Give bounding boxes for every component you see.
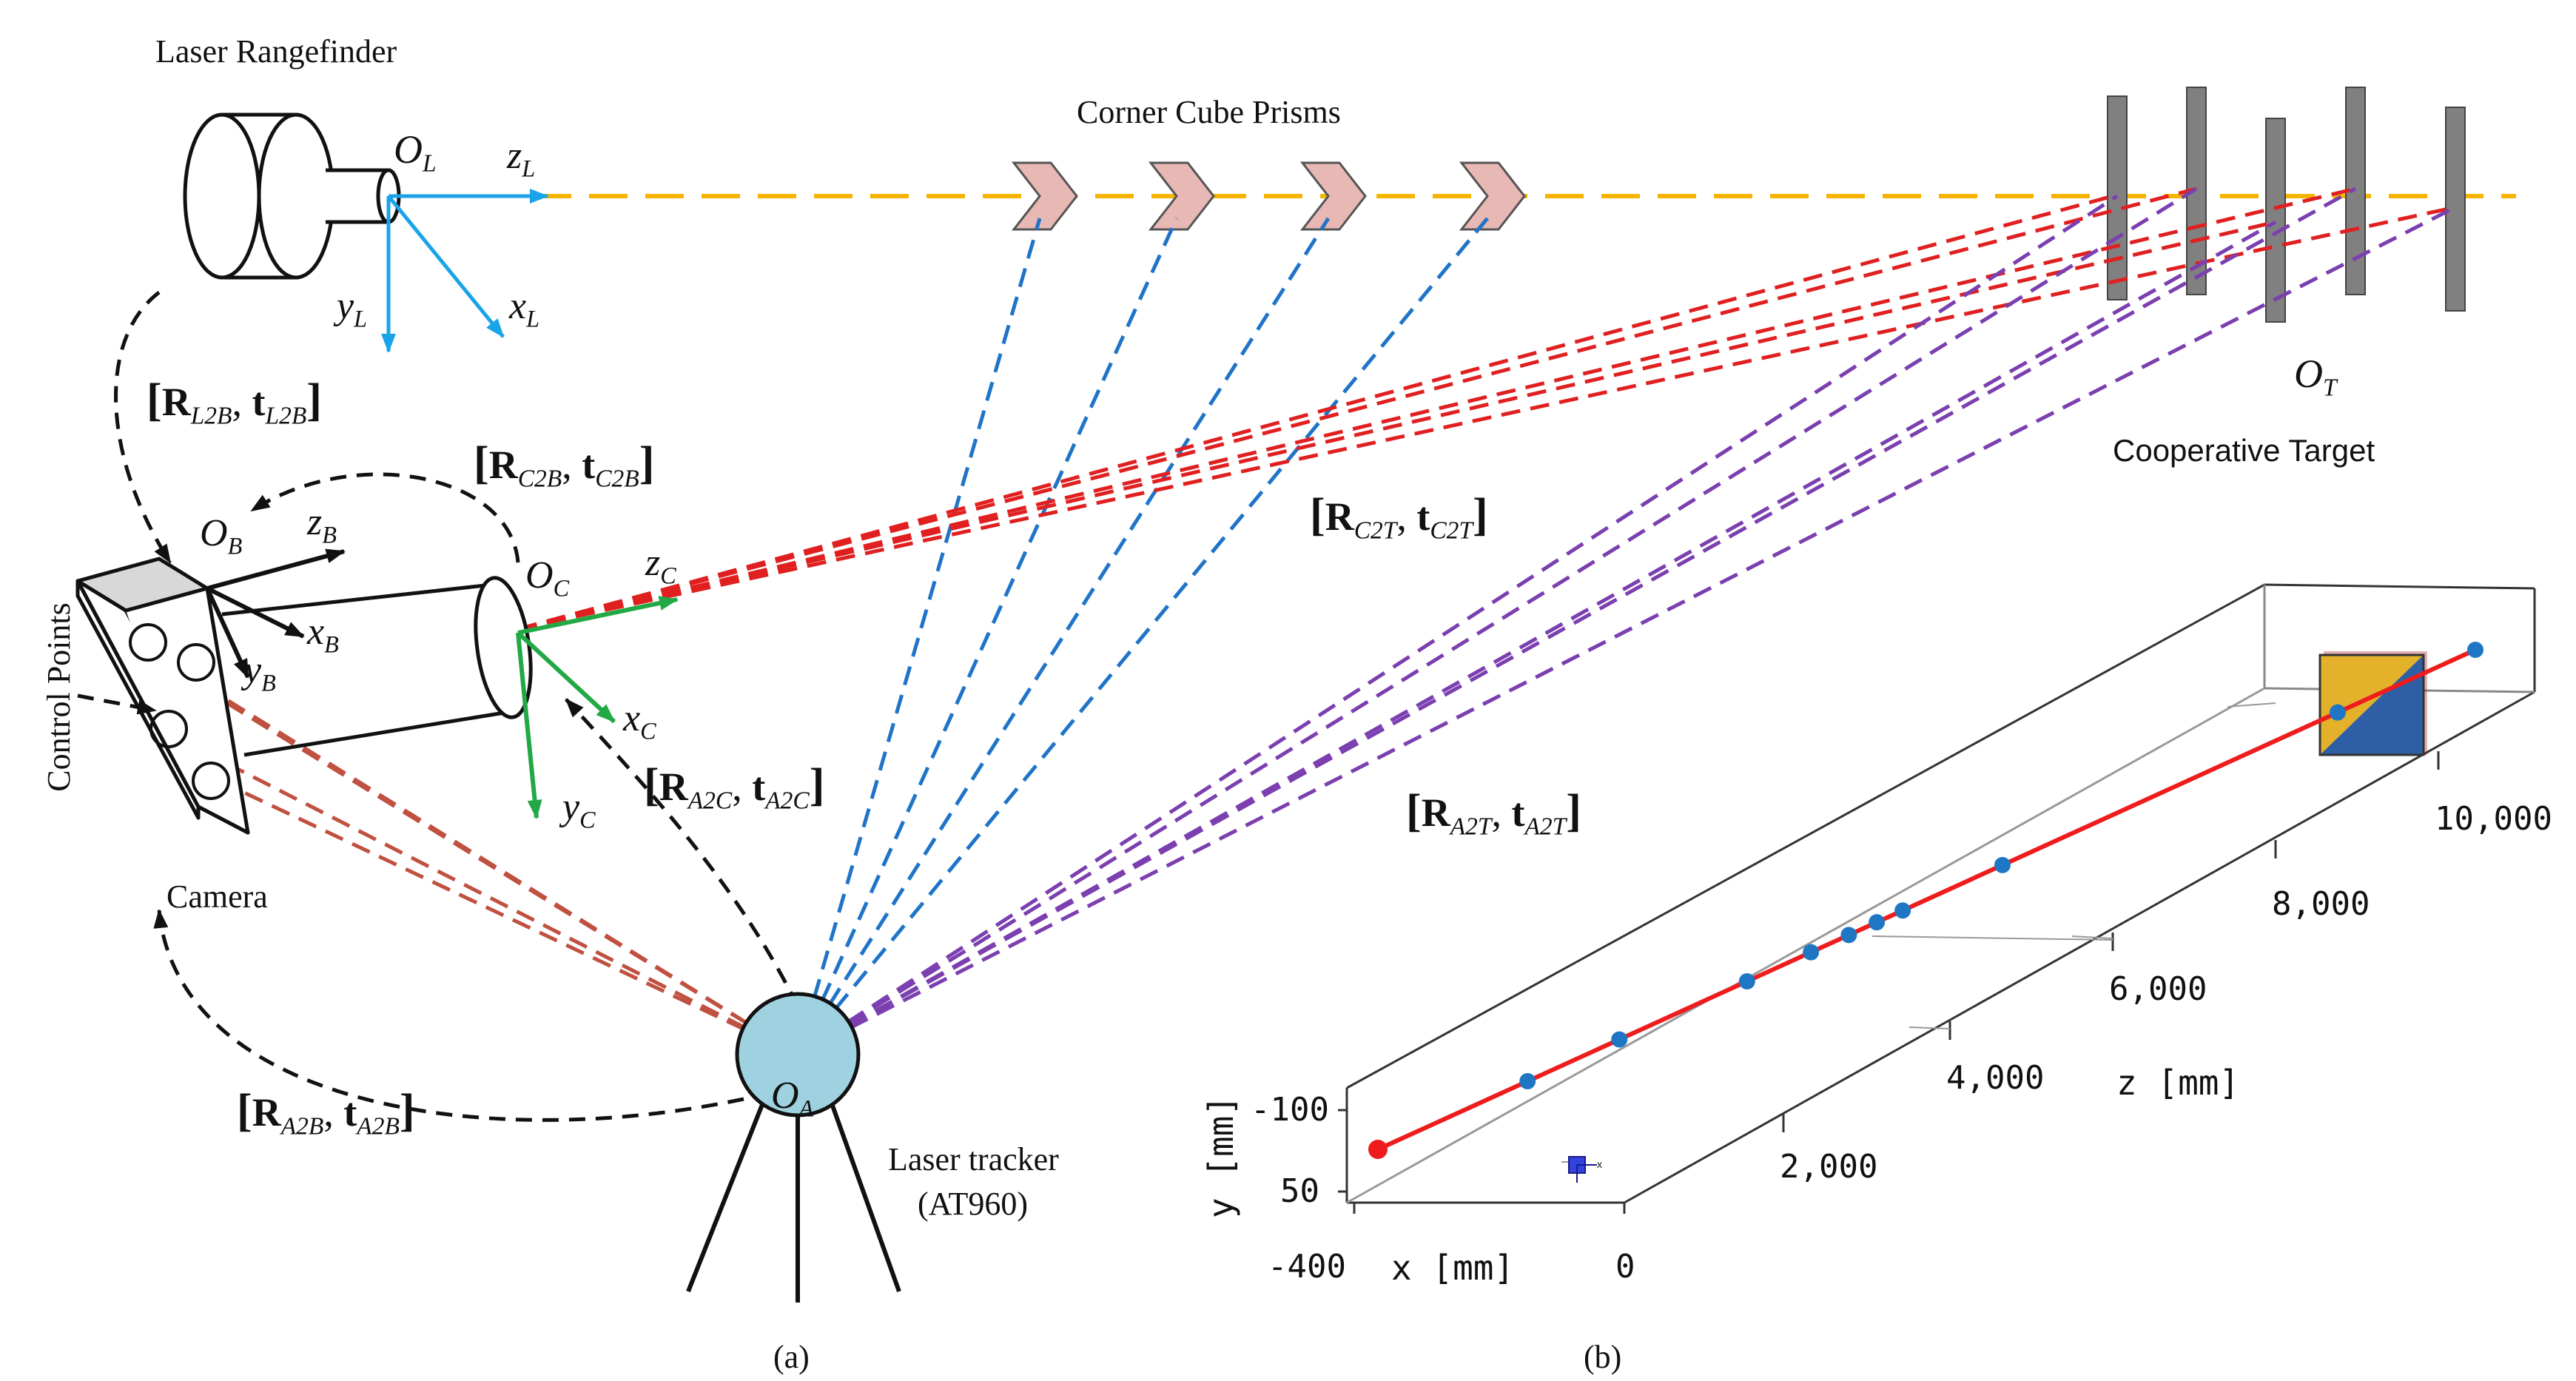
camera-y-axis-label: yC [562,786,596,833]
z-tick-marks [1782,751,2440,1132]
inset-camera-icon [1568,1156,1597,1183]
measurement-point [1894,902,1911,919]
y-tick-label-top: -100 [1251,1091,1329,1129]
laser-tracker [686,992,901,1303]
measurement-point [1738,972,1755,989]
laser-x-axis-label: xL [509,285,540,332]
laser-origin-label: OL [394,127,437,178]
measurement-point [1840,927,1857,944]
tracker-origin-label: OA [771,1075,814,1122]
laser-z-axis-label: zL [507,135,536,182]
camera-label: Camera [167,878,268,915]
body-y-axis-label: yB [244,649,276,696]
camera-to-target-rays [517,187,2456,631]
transform-arcs [77,291,800,1122]
body-z-axis-label: zB [307,501,337,548]
transform-L2B-label: [RL2B, tL2B] [147,375,322,430]
camera-frame-axes [516,596,679,819]
measurement-point [1519,1072,1536,1089]
tracker-to-target-rays [796,187,2457,1057]
transform-C2T-label: [RC2T, tC2T] [1310,490,1488,545]
y-tick-label-bottom: 50 [1280,1172,1319,1210]
panel-a [75,87,2516,1303]
control-points-label: Control Points [41,602,77,792]
z-tick-label-8000: 8,000 [2272,885,2370,923]
z-tick-label-10000: 10,000 [2435,800,2552,838]
x-axis-title: x [mm] [1391,1248,1515,1288]
trajectory-series [1368,642,2483,1159]
camera [75,557,250,835]
axis-tick-marks [1338,1109,1626,1214]
laser-frame-axes [381,189,549,353]
floor-grid-segments [1561,702,2276,1163]
body-x-axis-label: xB [307,611,339,658]
measurement-point [1869,914,1886,931]
panel-a-caption: (a) [773,1339,810,1375]
camera-x-axis-label: xC [623,697,656,745]
trajectory-line [1376,648,2477,1152]
laser-tracker-model-label: (AT960) [918,1186,1029,1222]
measurement-point [1994,856,2011,873]
x-tick-label-left: -400 [1268,1248,1346,1286]
laser-tracker-label: Laser tracker [888,1141,1059,1177]
plot-target [2318,651,2427,756]
body-origin-label: OB [200,512,243,560]
laser-rangefinder [183,112,401,280]
z-axis-title: z [mm] [2116,1063,2240,1103]
z-tick-label-2000: 2,000 [1780,1148,1878,1186]
transform-A2C-label: [RA2C, tA2C] [644,760,825,815]
measurement-point [1803,944,1820,961]
corner-cube-prisms [1011,161,1526,231]
y-axis-title: y [mm] [1201,1095,1241,1219]
x-tick-label-right: 0 [1615,1248,1635,1286]
laser-rangefinder-label: Laser Rangefinder [155,33,397,70]
start-point [1368,1140,1388,1159]
measurement-point [2329,704,2346,721]
tracker-to-camera-rays [135,642,799,1057]
z-tick-label-4000: 4,000 [1946,1059,2045,1097]
z-tick-label-6000: 6,000 [2109,970,2207,1008]
inset-x-label: x [1597,1158,1602,1170]
plot-box [1345,583,2536,1204]
laser-y-axis-label: yL [337,285,368,332]
measurement-point [2467,642,2483,658]
target-origin-label: OT [2294,352,2337,402]
cooperative-target-label: Cooperative Target [2113,433,2375,468]
panel-b-caption: (b) [1584,1339,1622,1375]
measurement-point [1611,1031,1628,1048]
camera-origin-label: OC [525,554,570,602]
transform-A2B-label: [RA2B, tA2B] [237,1086,415,1140]
tracker-to-prism-rays [796,217,1489,1056]
body-frame-axes [205,548,346,679]
corner-cube-prisms-label: Corner Cube Prisms [1077,94,1341,130]
panel-b-plot [1338,583,2536,1214]
transform-A2T-label: [RA2T, tA2T] [1406,786,1581,841]
camera-z-axis-label: zC [645,542,676,589]
control-point-circles [129,623,230,800]
transform-C2B-label: [RC2B, tC2B] [474,438,655,493]
